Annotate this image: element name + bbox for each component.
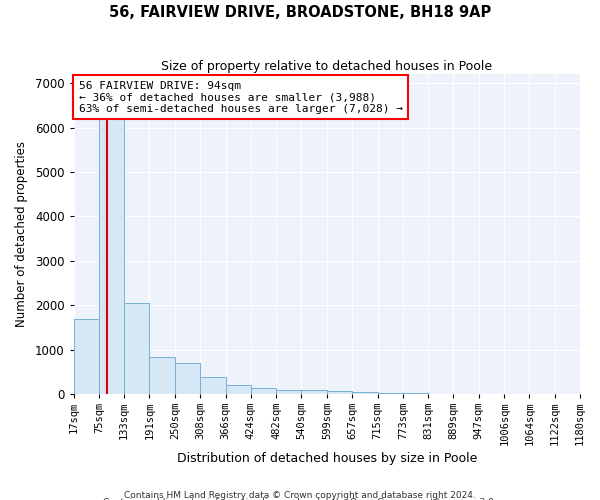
Bar — [226, 385, 251, 394]
Text: Contains public sector information licensed under the Open Government Licence v3: Contains public sector information licen… — [103, 498, 497, 500]
Text: Contains HM Land Registry data © Crown copyright and database right 2024.: Contains HM Land Registry data © Crown c… — [124, 490, 476, 500]
Text: 56 FAIRVIEW DRIVE: 94sqm
← 36% of detached houses are smaller (3,988)
63% of sem: 56 FAIRVIEW DRIVE: 94sqm ← 36% of detach… — [79, 80, 403, 114]
Y-axis label: Number of detached properties: Number of detached properties — [15, 142, 28, 328]
Bar — [99, 110, 124, 395]
Bar — [276, 390, 301, 394]
X-axis label: Distribution of detached houses by size in Poole: Distribution of detached houses by size … — [176, 452, 477, 465]
Bar — [124, 303, 149, 394]
Bar — [301, 390, 327, 394]
Bar — [352, 392, 377, 394]
Bar — [200, 378, 226, 394]
Bar — [175, 363, 200, 394]
Text: 56, FAIRVIEW DRIVE, BROADSTONE, BH18 9AP: 56, FAIRVIEW DRIVE, BROADSTONE, BH18 9AP — [109, 5, 491, 20]
Bar — [377, 393, 403, 394]
Bar — [251, 388, 276, 394]
Bar — [149, 358, 175, 395]
Bar — [327, 391, 352, 394]
Bar — [74, 319, 99, 394]
Title: Size of property relative to detached houses in Poole: Size of property relative to detached ho… — [161, 60, 493, 73]
